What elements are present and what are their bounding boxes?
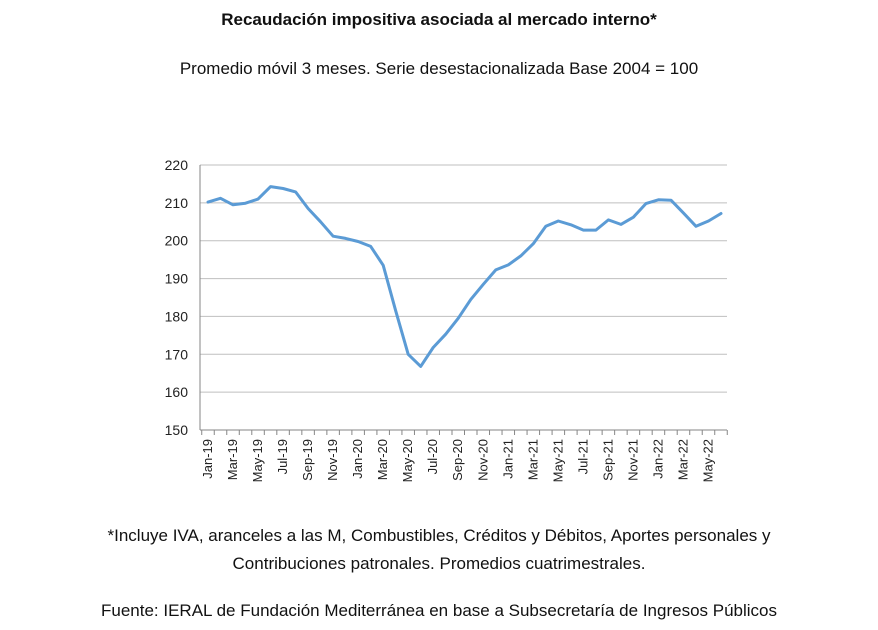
- x-tick-label: Mar-21: [525, 439, 540, 480]
- x-tick-label: Nov-19: [325, 439, 340, 481]
- x-axis: [201, 430, 728, 435]
- source-note: Fuente: IERAL de Fundación Mediterránea …: [101, 601, 777, 620]
- x-tick-label: May-19: [250, 439, 265, 482]
- x-tick-label: Jan-22: [650, 439, 665, 479]
- x-tick-label: Jul-20: [425, 439, 440, 474]
- y-tick-label: 150: [165, 422, 189, 438]
- y-axis-tick-labels: 150 160 170 180 190 200 210 220: [165, 157, 189, 438]
- y-tick-label: 220: [165, 157, 189, 173]
- x-tick-label: Sep-19: [300, 439, 315, 481]
- x-tick-label: Sep-20: [450, 439, 465, 481]
- line-chart: 150 160 170 180 190 200 210 220 Jan-19 Mar-19 May…: [165, 157, 728, 482]
- x-tick-label: Jul-21: [575, 439, 590, 474]
- x-tick-label: Mar-20: [375, 439, 390, 480]
- y-tick-label: 160: [165, 384, 189, 400]
- y-tick-label: 210: [165, 195, 189, 211]
- x-tick-label: Nov-21: [625, 439, 640, 481]
- x-tick-label: Jan-19: [200, 439, 215, 479]
- grid-lines: [199, 164, 727, 431]
- x-tick-label: Jul-19: [275, 439, 290, 474]
- x-tick-label: Jan-21: [500, 439, 515, 479]
- x-tick-label: May-21: [550, 439, 565, 482]
- y-tick-label: 180: [165, 308, 189, 324]
- series-line: [206, 185, 723, 368]
- chart-subtitle: Promedio móvil 3 meses. Serie desestacio…: [179, 59, 699, 78]
- x-axis-tick-labels: Jan-19 Mar-19 May-19 Jul-19 Sep-19 Nov-19 Jan-…: [200, 439, 715, 482]
- x-tick-label: Nov-20: [475, 439, 490, 481]
- x-tick-label: May-20: [400, 439, 415, 482]
- y-tick-label: 190: [165, 271, 189, 287]
- y-tick-label: 170: [165, 346, 189, 362]
- footnote-line-2: Contribuciones patronales. Promedios cua…: [232, 554, 646, 573]
- y-tick-label: 200: [165, 233, 189, 249]
- x-tick-label: Mar-22: [675, 439, 690, 480]
- series-layer: [206, 185, 723, 368]
- x-tick-label: May-22: [700, 439, 715, 482]
- footnote-line-1: *Incluye IVA, aranceles a las M, Combust…: [107, 526, 771, 545]
- footnote: *Incluye IVA, aranceles a las M, Combust…: [0, 522, 878, 578]
- chart-title: Recaudación impositiva asociada al merca…: [221, 10, 657, 29]
- x-tick-label: Mar-19: [225, 439, 240, 480]
- x-tick-label: Jan-20: [350, 439, 365, 479]
- x-tick-label: Sep-21: [600, 439, 615, 481]
